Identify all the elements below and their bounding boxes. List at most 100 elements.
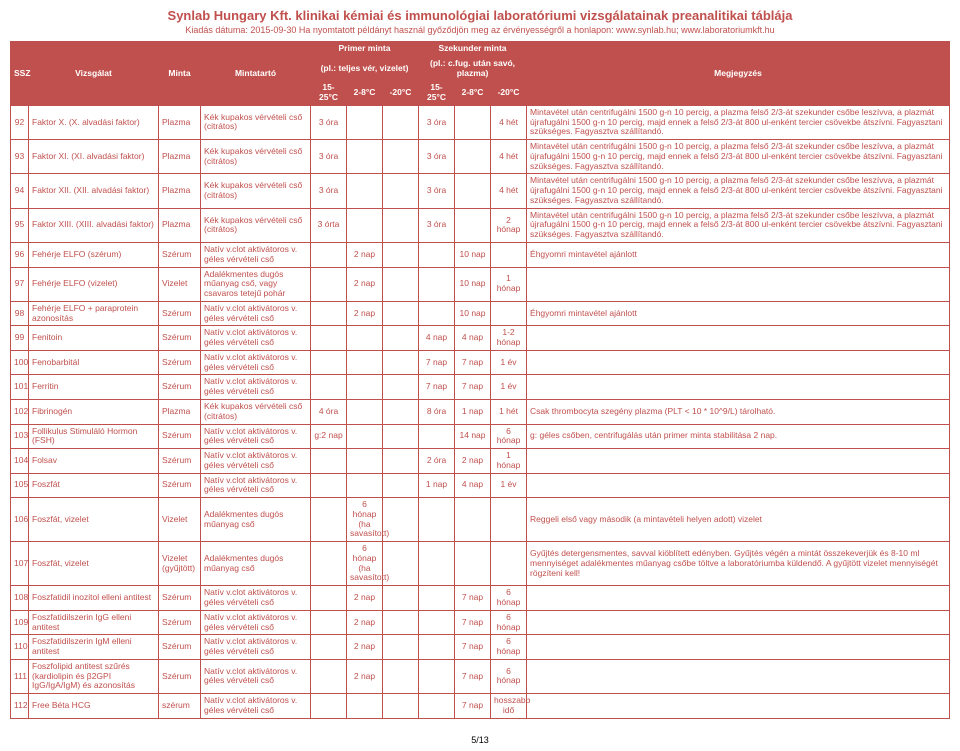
table-row: 97Fehérje ELFO (vizelet)VizeletAdalékmen… [11,267,950,301]
table-cell [383,659,419,693]
table-cell: Szérum [159,586,201,611]
table-cell: 105 [11,473,29,498]
table-cell: 106 [11,498,29,542]
table-cell: 107 [11,542,29,586]
table-cell: Foszfatidilszerin IgG elleni antitest [29,610,159,635]
table-cell [311,635,347,660]
table-cell: 6 hónap (ha savasított) [347,498,383,542]
table-cell: 94 [11,174,29,208]
table-row: 93Faktor XI. (XI. alvadási faktor)Plazma… [11,140,950,174]
table-cell: Éhgyomri mintavétel ajánlott [527,243,950,268]
table-cell [311,542,347,586]
table-cell: Natív v.clot aktivátoros v. géles vérvét… [201,694,311,719]
th-mintatarto: Mintatartó [201,42,311,106]
table-cell: 10 nap [455,301,491,326]
table-cell [491,301,527,326]
table-cell [419,610,455,635]
preanalytic-table: SSZ Vizsgálat Minta Mintatartó Primer mi… [10,41,950,719]
table-cell: Faktor XI. (XI. alvadási faktor) [29,140,159,174]
table-cell: Plazma [159,399,201,424]
table-cell: Kék kupakos vérvételi cső (citrátos) [201,140,311,174]
table-cell: 4 óra [311,399,347,424]
table-cell [383,694,419,719]
table-row: 109Foszfatidilszerin IgG elleni antitest… [11,610,950,635]
table-cell: 1 hét [491,399,527,424]
th-t6: -20°C [491,81,527,106]
table-cell: Adalékmentes dugós műanyag cső, vagy csa… [201,267,311,301]
table-cell [383,424,419,449]
table-cell: hosszabb idő [491,694,527,719]
table-cell: 95 [11,208,29,242]
table-cell: Szérum [159,424,201,449]
table-cell [527,350,950,375]
table-row: 95Faktor XIII. (XIII. alvadási faktor)Pl… [11,208,950,242]
table-cell: Natív v.clot aktivátoros v. géles vérvét… [201,375,311,400]
table-cell: Fehérje ELFO (vizelet) [29,267,159,301]
th-megjegyzes: Megjegyzés [527,42,950,106]
table-row: 100FenobarbitálSzérumNatív v.clot aktivá… [11,350,950,375]
table-cell: Szérum [159,449,201,474]
table-cell: 6 hónap [491,610,527,635]
table-cell [311,659,347,693]
table-cell: 4 nap [455,326,491,351]
table-cell: 3 óra [419,105,455,139]
table-cell [383,208,419,242]
table-row: 110Foszfatidilszerin IgM elleni antitest… [11,635,950,660]
table-cell: Foszfolipid antitest szűrés (kardiolipin… [29,659,159,693]
table-row: 102FibrinogénPlazmaKék kupakos vérvételi… [11,399,950,424]
table-cell: Szérum [159,350,201,375]
table-cell: Natív v.clot aktivátoros v. géles vérvét… [201,326,311,351]
table-cell [455,140,491,174]
table-cell [383,586,419,611]
table-cell: Mintavétel után centrifugálni 1500 g-n 1… [527,174,950,208]
table-cell: 1 hónap [491,267,527,301]
table-cell [383,174,419,208]
table-cell: 2 nap [347,243,383,268]
table-cell [491,243,527,268]
table-row: 111Foszfolipid antitest szűrés (kardioli… [11,659,950,693]
table-cell: 3 óra [311,140,347,174]
table-cell [383,140,419,174]
table-cell: Natív v.clot aktivátoros v. géles vérvét… [201,350,311,375]
table-cell: 2 nap [347,610,383,635]
table-row: 108Foszfatidil inozitol elleni antitestS… [11,586,950,611]
table-cell: 2 nap [347,301,383,326]
page-title: Synlab Hungary Kft. klinikai kémiai és i… [10,8,950,23]
table-cell: Reggeli első vagy második (a mintavételi… [527,498,950,542]
table-cell: Plazma [159,105,201,139]
table-cell [455,542,491,586]
table-cell: szérum [159,694,201,719]
table-cell: 2 nap [347,635,383,660]
table-cell [311,586,347,611]
table-cell: Foszfát [29,473,159,498]
table-row: 101FerritinSzérumNatív v.clot aktivátoro… [11,375,950,400]
table-cell: 1 hónap [491,449,527,474]
page-number: 5/13 [10,719,950,751]
th-szekunder: Szekunder minta [419,42,527,57]
table-cell: 3 óra [311,174,347,208]
table-cell: 104 [11,449,29,474]
table-cell: Kék kupakos vérvételi cső (citrátos) [201,399,311,424]
table-cell: Foszfát, vizelet [29,498,159,542]
table-cell: 7 nap [455,635,491,660]
th-t2: 2-8°C [347,81,383,106]
table-cell: Mintavétel után centrifugálni 1500 g-n 1… [527,105,950,139]
table-cell: Vizelet [159,498,201,542]
table-cell: Foszfát, vizelet [29,542,159,586]
table-cell: 1-2 hónap [491,326,527,351]
table-cell: Kék kupakos vérvételi cső (citrátos) [201,174,311,208]
table-cell [419,659,455,693]
table-cell: 14 nap [455,424,491,449]
table-cell: Faktor X. (X. alvadási faktor) [29,105,159,139]
table-cell [419,694,455,719]
table-cell: 102 [11,399,29,424]
table-cell: 99 [11,326,29,351]
table-cell: 3 óra [419,208,455,242]
table-cell [347,350,383,375]
table-cell: 1 év [491,350,527,375]
table-cell [383,449,419,474]
table-cell: 4 hét [491,140,527,174]
table-cell [527,659,950,693]
table-cell [347,473,383,498]
table-cell: Foszfatidil inozitol elleni antitest [29,586,159,611]
